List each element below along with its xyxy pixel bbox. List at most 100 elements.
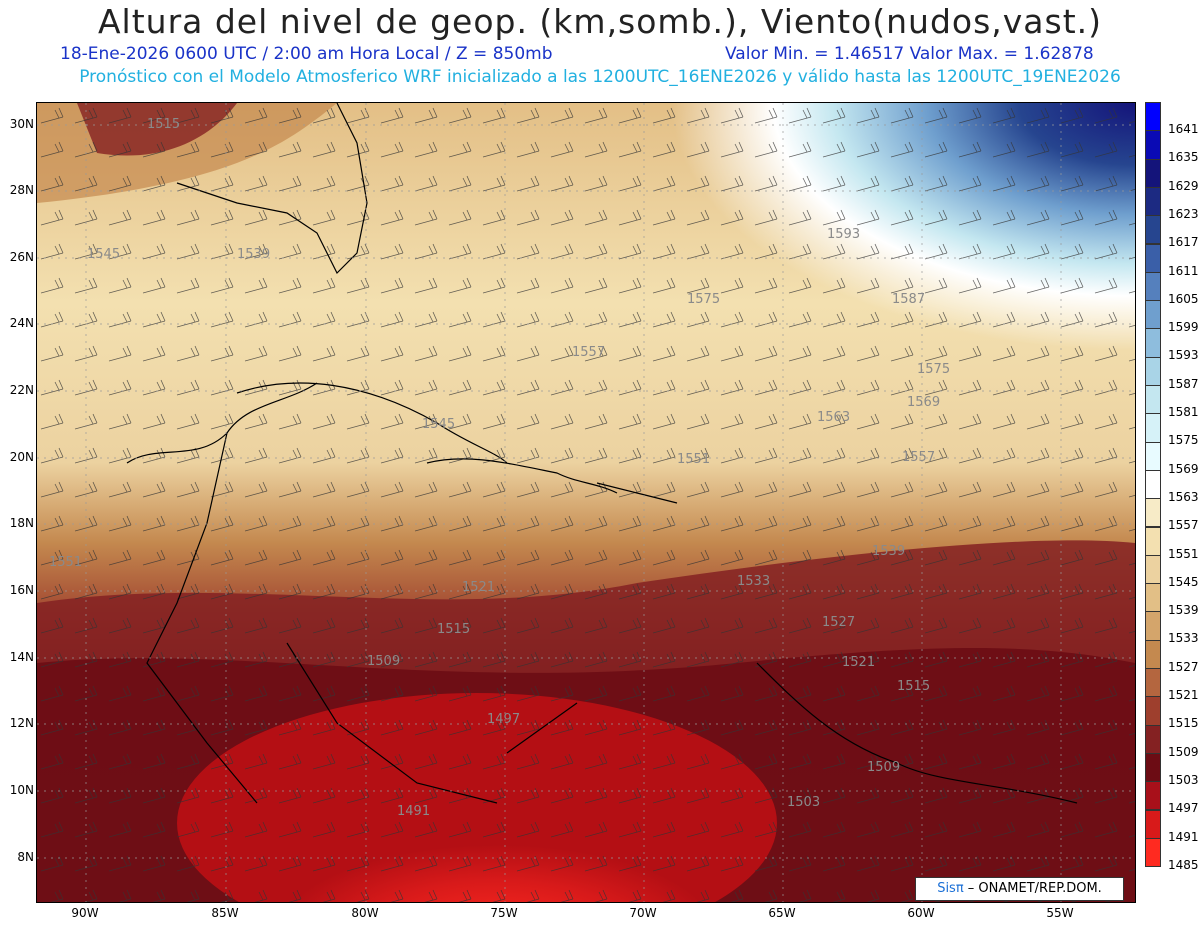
colorbar-segment xyxy=(1145,752,1161,783)
colorbar-label: 1557 xyxy=(1168,518,1199,533)
lat-label: 8N xyxy=(17,850,34,864)
contour-label: 1569 xyxy=(907,395,940,410)
colorbar-segment xyxy=(1145,356,1161,386)
colorbar-segment xyxy=(1145,837,1161,868)
contour-label: 1515 xyxy=(897,679,930,694)
colorbar-label: 1563 xyxy=(1168,489,1199,504)
colorbar-label: 1551 xyxy=(1168,546,1199,561)
colorbar-segment xyxy=(1145,639,1161,669)
credit-box: Sisπ – ONAMET/REP.DOM. xyxy=(915,877,1124,901)
contour-label: 1545 xyxy=(422,417,455,432)
contour-label: 1551 xyxy=(677,452,710,467)
lat-label: 26N xyxy=(9,250,34,264)
colorbar-label: 1539 xyxy=(1168,603,1199,618)
colorbar-segment xyxy=(1145,271,1161,302)
contour-label: 1515 xyxy=(437,622,470,637)
colorbar-segment xyxy=(1145,243,1161,273)
lat-label: 10N xyxy=(9,783,34,797)
colorbar-segment xyxy=(1145,781,1161,811)
lon-label: 85W xyxy=(211,906,239,920)
lat-label: 22N xyxy=(9,383,34,397)
lat-label: 14N xyxy=(9,650,34,664)
contour-label: 1509 xyxy=(867,760,900,775)
lon-label: 75W xyxy=(490,906,518,920)
contour-label: 1575 xyxy=(917,362,950,377)
colorbar-segment xyxy=(1145,158,1161,188)
contour-label: 1521 xyxy=(842,655,875,670)
colorbar-segment xyxy=(1145,441,1161,471)
colorbar-segment xyxy=(1145,696,1161,726)
colorbar-segment xyxy=(1145,809,1161,839)
colorbar-label: 1491 xyxy=(1168,829,1199,844)
colorbar-segment xyxy=(1145,668,1161,698)
colorbar-label: 1545 xyxy=(1168,574,1199,589)
contour-label: 1545 xyxy=(87,247,120,262)
colorbar-segment xyxy=(1145,102,1161,132)
colorbar-segment xyxy=(1145,413,1161,443)
colorbar-label: 1581 xyxy=(1168,405,1199,419)
contour-label: 1491 xyxy=(397,804,430,819)
contour-label: 1551 xyxy=(49,555,82,570)
contour-label: 1515 xyxy=(147,117,180,132)
contour-label: 1521 xyxy=(462,580,495,595)
lon-label: 65W xyxy=(768,906,796,920)
colorbar-label: 1521 xyxy=(1168,688,1199,702)
map-title: Altura del nivel de geop. (km,somb.), Vi… xyxy=(97,2,1103,41)
lon-label: 80W xyxy=(351,906,379,920)
colorbar-segment xyxy=(1145,526,1161,556)
lat-label: 12N xyxy=(9,716,34,730)
colorbar-segment xyxy=(1145,469,1161,500)
contour-label: 1527 xyxy=(822,615,855,630)
contour-label: 1539 xyxy=(872,544,905,559)
colorbar-label: 1635 xyxy=(1168,150,1199,165)
colorbar-label: 1641 xyxy=(1168,122,1199,136)
sispi-logo: Sisπ xyxy=(937,881,964,896)
lon-label: 60W xyxy=(907,906,935,920)
colorbar-label: 1605 xyxy=(1168,291,1199,306)
colorbar-segment xyxy=(1145,554,1161,585)
lat-label: 28N xyxy=(9,183,34,197)
colorbar-segment xyxy=(1145,498,1161,528)
colorbar-label: 1569 xyxy=(1168,461,1199,476)
colorbar-label: 1611 xyxy=(1168,263,1199,278)
min-max-values: Valor Min. = 1.46517 Valor Max. = 1.6287… xyxy=(725,44,1094,64)
contour-label: 1593 xyxy=(827,227,860,242)
colorbar-segment xyxy=(1145,724,1161,754)
contour-label: 1497 xyxy=(487,712,520,727)
lon-label: 90W xyxy=(71,906,99,920)
colorbar-label: 1575 xyxy=(1168,433,1199,448)
colorbar-segment xyxy=(1145,130,1161,160)
colorbar-segment xyxy=(1145,583,1161,613)
contour-label: 1557 xyxy=(902,450,935,465)
colorbar-label: 1515 xyxy=(1168,716,1199,731)
valid-date: 18-Ene-2026 0600 UTC / 2:00 am Hora Loca… xyxy=(60,44,553,64)
contour-label: 1533 xyxy=(737,574,770,589)
colorbar-label: 1623 xyxy=(1168,206,1199,221)
contour-label: 1509 xyxy=(367,654,400,669)
contour-label: 1575 xyxy=(687,292,720,307)
colorbar-segment xyxy=(1145,611,1161,641)
model-info: Pronóstico con el Modelo Atmosferico WRF… xyxy=(79,67,1121,87)
colorbar-label: 1527 xyxy=(1168,659,1199,674)
colorbar-label: 1617 xyxy=(1168,235,1199,250)
colorbar-segment xyxy=(1145,328,1161,358)
geopotential-map: 1515 1545 1539 1557 1575 1593 1587 1575 … xyxy=(36,102,1136,903)
colorbar-label: 1593 xyxy=(1168,348,1199,363)
colorbar-label: 1533 xyxy=(1168,631,1199,646)
lat-label: 18N xyxy=(9,516,34,530)
colorbar-label: 1485 xyxy=(1168,857,1199,872)
credit-text: – ONAMET/REP.DOM. xyxy=(963,881,1102,896)
colorbar-label: 1509 xyxy=(1168,744,1199,759)
colorbar-segment xyxy=(1145,385,1161,415)
lat-label: 30N xyxy=(9,117,34,131)
colorbar-label: 1497 xyxy=(1168,801,1199,816)
contour-label: 1587 xyxy=(892,292,925,307)
colorbar-label: 1587 xyxy=(1168,376,1199,391)
colorbar-label: 1599 xyxy=(1168,320,1199,335)
colorbar-segment xyxy=(1145,186,1161,217)
contour-label: 1557 xyxy=(572,345,605,360)
colorbar-label: 1629 xyxy=(1168,178,1199,193)
lat-label: 16N xyxy=(9,583,34,597)
contour-label: 1563 xyxy=(817,410,850,425)
lon-label: 55W xyxy=(1046,906,1074,920)
